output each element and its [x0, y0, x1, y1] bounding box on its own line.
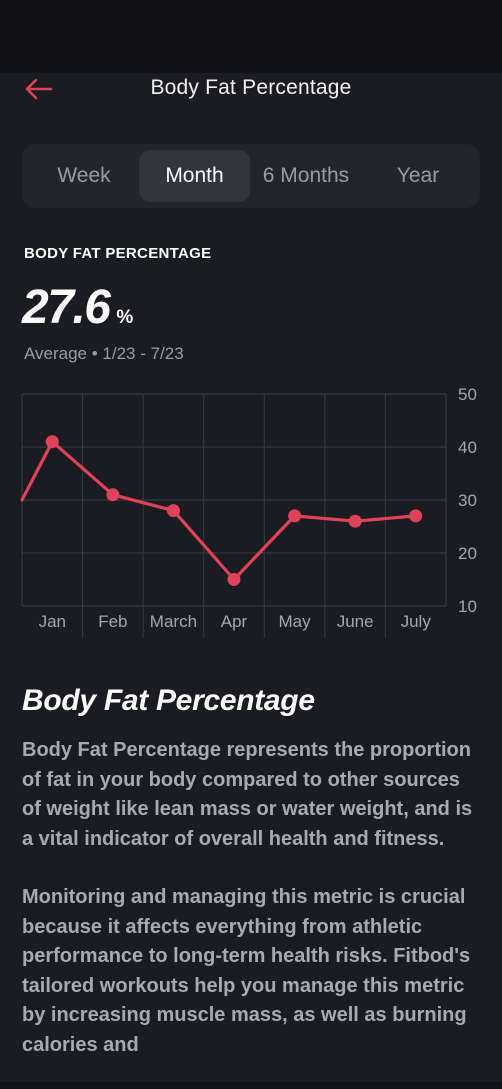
y-tick-label: 10: [458, 597, 477, 616]
data-point-may: [288, 509, 302, 523]
content-panel: [0, 73, 502, 1082]
segment-year[interactable]: Year: [396, 164, 440, 187]
data-point-jan: [45, 435, 59, 449]
info-body: Body Fat Percentage represents the propo…: [22, 736, 484, 1089]
y-tick-label: 50: [458, 385, 477, 404]
data-point-june: [348, 514, 362, 528]
x-tick-label: Jan: [39, 612, 66, 631]
segment-6-months[interactable]: 6 Months: [262, 164, 350, 187]
period-selector: Week Month 6 Months Year: [22, 144, 480, 208]
back-button[interactable]: [18, 73, 58, 105]
x-tick-label: June: [337, 612, 374, 631]
arrow-left-icon: [25, 78, 53, 100]
metric-label: BODY FAT PERCENTAGE: [24, 245, 212, 262]
data-point-march: [166, 504, 180, 518]
x-tick-label: May: [279, 612, 312, 631]
info-title: Body Fat Percentage: [22, 684, 315, 717]
y-tick-label: 20: [458, 544, 477, 563]
data-point-apr: [227, 573, 241, 586]
info-paragraph-2: Monitoring and managing this metric is c…: [22, 886, 471, 1056]
series-line: [20, 440, 418, 582]
info-paragraph-1: Body Fat Percentage represents the propo…: [22, 739, 473, 850]
x-tick-label: July: [401, 612, 432, 631]
metric-subtitle: Average • 1/23 - 7/23: [24, 344, 184, 363]
y-tick-label: 40: [458, 438, 477, 457]
body-fat-chart: Jan Feb March Apr May June July 10 20 30 40 50: [20, 385, 477, 638]
x-tick-label: Apr: [221, 612, 248, 631]
metric-value: 27.6 %: [22, 280, 133, 335]
header: Body Fat Percentage: [0, 73, 502, 105]
page-title: Body Fat Percentage: [150, 76, 352, 99]
data-point-feb: [106, 488, 120, 502]
x-tick-label: Feb: [98, 612, 127, 631]
metric-unit: %: [116, 307, 134, 328]
segment-week[interactable]: Week: [57, 164, 111, 187]
segment-month[interactable]: Month: [139, 150, 250, 202]
x-tick-label: March: [150, 612, 197, 631]
data-point-july: [409, 509, 423, 523]
y-tick-label: 30: [458, 491, 477, 510]
metric-number: 27.6: [22, 281, 111, 334]
